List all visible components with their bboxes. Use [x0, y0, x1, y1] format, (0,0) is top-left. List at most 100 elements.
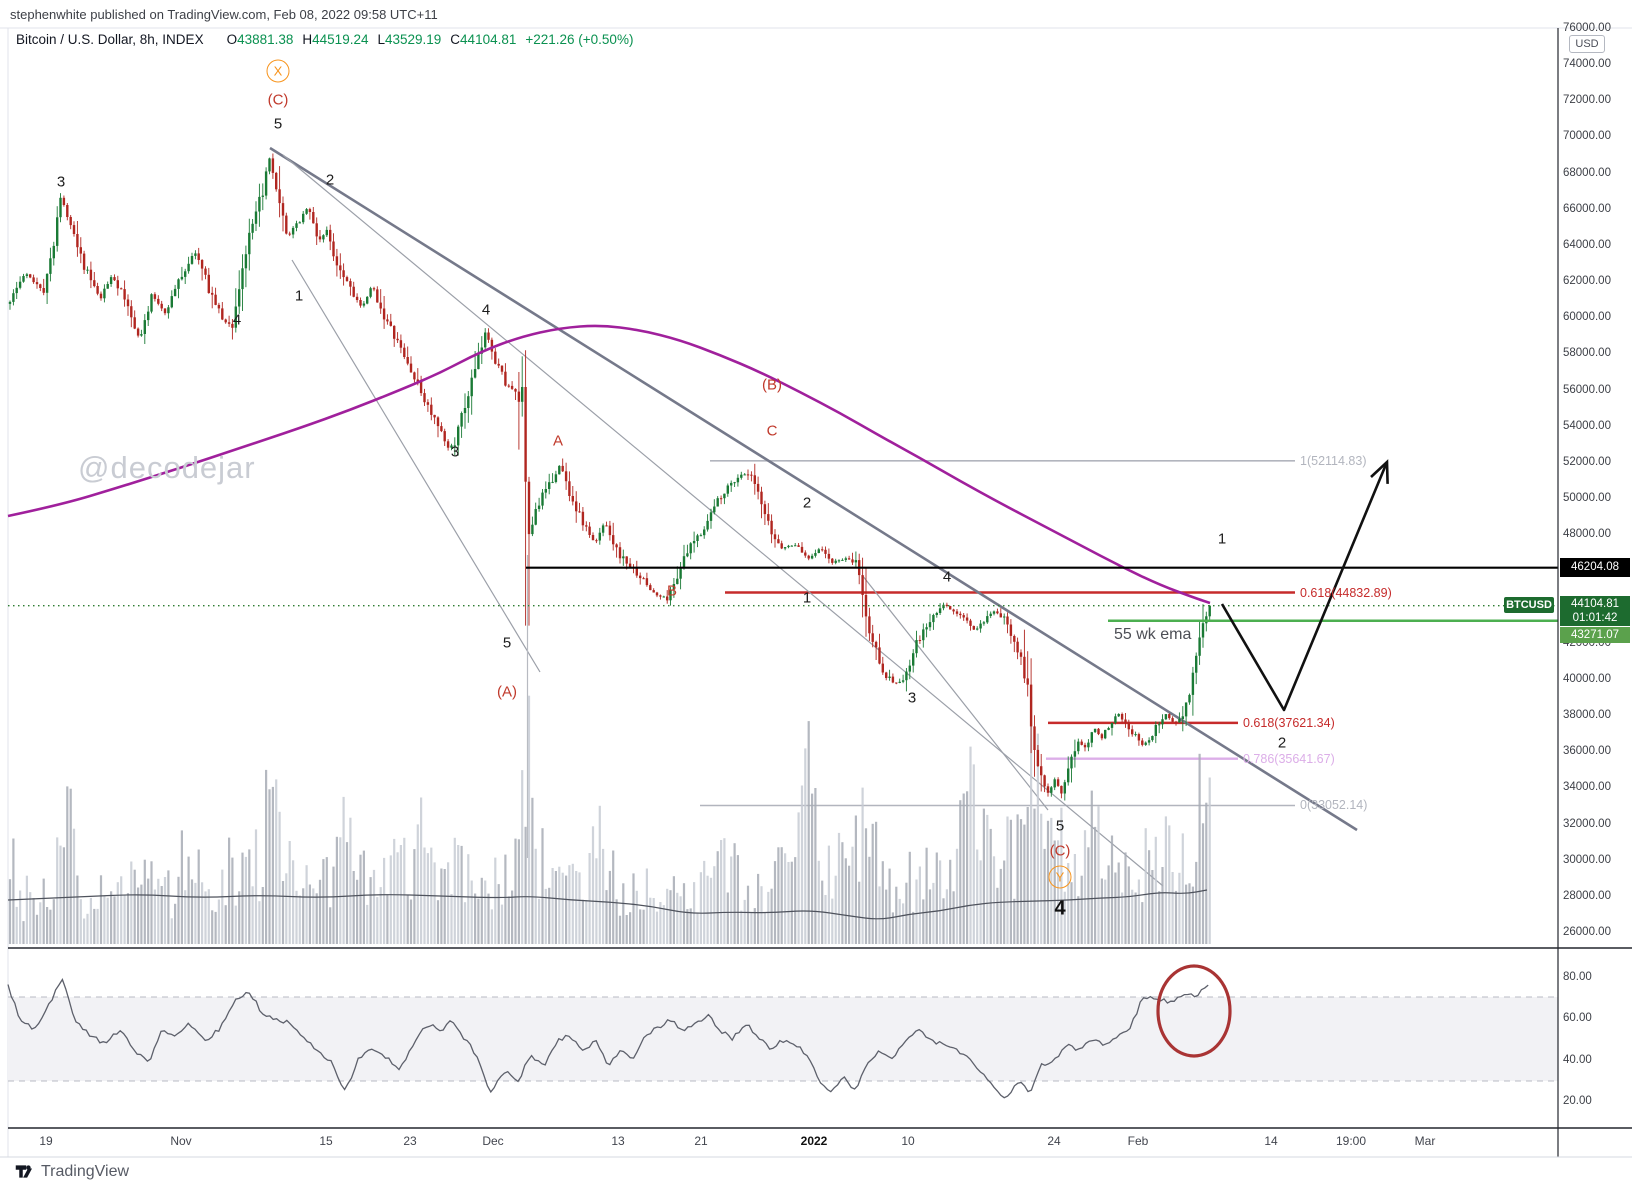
candle-body: [113, 277, 116, 281]
volume-bar: [1178, 872, 1181, 944]
volume-bar: [642, 909, 645, 944]
candle-body: [736, 477, 740, 483]
volume-bar: [527, 695, 531, 944]
time-axis-label[interactable]: 19:00: [1335, 1134, 1367, 1148]
wave-label: 3: [56, 173, 66, 191]
wave-label: 5: [1055, 817, 1065, 835]
major-downtrend[interactable]: [269, 146, 1358, 832]
candle-body: [527, 481, 531, 535]
time-axis-label[interactable]: 21: [694, 1134, 708, 1148]
volume-bar: [733, 843, 736, 944]
candle-body: [510, 385, 514, 389]
volume-bar: [716, 851, 719, 944]
ema-annotation: 55 wk ema: [1114, 626, 1192, 643]
volume-bar: [1154, 836, 1157, 944]
volume-bar: [214, 911, 217, 944]
time-axis-label[interactable]: 10: [901, 1134, 915, 1148]
candle-body: [874, 641, 878, 648]
channel-long[interactable]: [282, 154, 1164, 887]
volume-bar: [1127, 866, 1130, 944]
candle-body: [1181, 716, 1184, 719]
candle-body: [419, 381, 423, 394]
candle-body: [221, 308, 224, 320]
volume-bar: [854, 815, 857, 944]
candle-body: [1161, 719, 1164, 725]
candle-body: [996, 611, 999, 614]
volume-bar: [814, 788, 817, 944]
candle-body: [1104, 729, 1107, 739]
candle-body: [96, 286, 99, 294]
time-axis-label[interactable]: 23: [403, 1134, 417, 1148]
currency-unit-button[interactable]: USD: [1569, 35, 1605, 53]
author-watermark: @decodejar: [78, 450, 256, 485]
time-axis-label[interactable]: 19: [39, 1134, 53, 1148]
volume-bar: [420, 797, 423, 944]
price-axis-label: 26000.00: [1563, 926, 1611, 938]
volume-bar: [224, 905, 227, 944]
candle-body: [807, 555, 810, 559]
candle-body: [399, 340, 403, 348]
volume-bar: [1117, 862, 1120, 944]
candle-body: [1026, 678, 1029, 685]
candle-body: [760, 491, 763, 505]
volume-bar: [241, 852, 244, 944]
time-axis-label[interactable]: 2022: [800, 1134, 828, 1148]
candle-body: [160, 303, 163, 309]
volume-bar: [116, 882, 119, 944]
candle-body: [1087, 742, 1090, 748]
tradingview-logo[interactable]: TradingView: [14, 1161, 129, 1182]
candle-body: [615, 544, 618, 548]
chart-legend[interactable]: Bitcoin / U.S. Dollar, 8h, INDEX O43881.3…: [16, 32, 633, 47]
candle-body: [1168, 714, 1171, 719]
candle-body: [871, 633, 874, 642]
volume-bar: [79, 899, 82, 944]
price-axis-label: 36000.00: [1563, 745, 1611, 758]
wave-label: (C): [267, 91, 289, 109]
volume-bar: [952, 891, 955, 944]
volume-bar: [1006, 816, 1009, 944]
candle-body: [457, 426, 460, 446]
volume-bar: [935, 852, 938, 944]
volume-bar: [551, 868, 554, 944]
candle-body: [686, 553, 689, 557]
candle-body: [497, 363, 500, 366]
time-axis-label[interactable]: 24: [1047, 1134, 1061, 1148]
volume-bar: [292, 860, 295, 944]
candle-body: [965, 617, 969, 621]
volume-bar: [123, 895, 126, 944]
candle-body: [133, 317, 136, 329]
volume-bar: [1090, 790, 1093, 944]
candle-body: [692, 541, 696, 544]
volume-bar: [305, 865, 308, 944]
fib-level-label: 0.618(37621.34): [1243, 715, 1335, 730]
volume-bar: [383, 857, 386, 944]
time-axis-label[interactable]: Mar: [1414, 1134, 1436, 1148]
candle-body: [719, 498, 723, 500]
time-axis-label[interactable]: Nov: [170, 1134, 192, 1148]
symbol-chip: BTCUSD: [1504, 597, 1554, 613]
volume-bar: [1191, 886, 1194, 944]
wedge-lower[interactable]: [861, 574, 1049, 811]
time-axis-label[interactable]: 15: [319, 1134, 333, 1148]
volume-bar: [851, 846, 854, 944]
candle-body: [1188, 694, 1191, 703]
volume-bar: [1094, 826, 1097, 944]
time-axis-label[interactable]: 13: [611, 1134, 625, 1148]
candle-body: [932, 615, 935, 623]
volume-bar: [352, 871, 355, 944]
time-axis-label[interactable]: Dec: [482, 1134, 504, 1148]
channel-steep[interactable]: [291, 259, 541, 673]
volume-bar: [69, 788, 72, 944]
candle-body: [703, 529, 706, 536]
time-axis-label[interactable]: Feb: [1127, 1134, 1149, 1148]
candle-body: [200, 260, 204, 269]
volume-bar: [133, 869, 136, 944]
candle-body: [305, 209, 308, 214]
volume-bar: [1100, 878, 1103, 944]
candle-body: [662, 596, 665, 598]
volume-bar: [376, 897, 379, 944]
time-axis-label[interactable]: 14: [1264, 1134, 1278, 1148]
volume-bar: [659, 902, 662, 944]
candle-body: [696, 535, 699, 541]
